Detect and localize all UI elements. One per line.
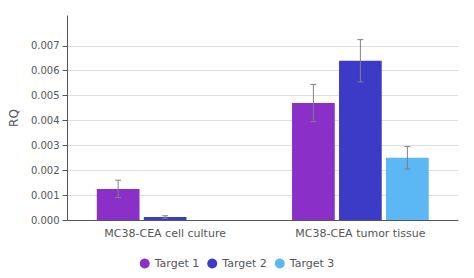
svg-text:RQ: RQ (7, 109, 21, 127)
svg-text:0.003: 0.003 (31, 140, 60, 151)
svg-text:MC38-CEA tumor tissue: MC38-CEA tumor tissue (295, 227, 425, 240)
svg-text:0.001: 0.001 (31, 190, 60, 201)
svg-text:0.000: 0.000 (31, 215, 60, 226)
svg-text:0.006: 0.006 (31, 65, 60, 76)
svg-text:MC38-CEA cell culture: MC38-CEA cell culture (104, 227, 226, 240)
svg-text:0.007: 0.007 (31, 40, 60, 51)
svg-text:Target 3: Target 3 (289, 257, 335, 270)
svg-text:0.004: 0.004 (31, 115, 60, 126)
svg-text:Target 1: Target 1 (154, 257, 200, 270)
svg-text:0.002: 0.002 (31, 165, 60, 176)
svg-text:0.005: 0.005 (31, 90, 60, 101)
svg-text:Target 2: Target 2 (221, 257, 267, 270)
